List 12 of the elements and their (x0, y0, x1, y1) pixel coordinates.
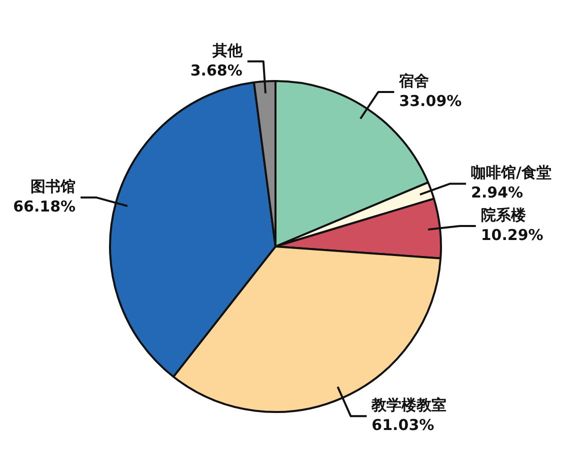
slice-label: 教学楼教室 (370, 396, 447, 414)
slice-label: 院系楼 (480, 206, 527, 224)
slice-label: 宿舍 (398, 72, 430, 90)
slice-label: 其他 (211, 41, 244, 60)
data-label: 66.18% (13, 197, 76, 216)
data-label: 10.29% (480, 226, 544, 244)
data-label: 3.68% (190, 61, 242, 80)
data-label: 33.09% (399, 92, 462, 110)
slice-label: 咖啡馆/食堂 (471, 164, 552, 182)
slice-label: 图书馆 (30, 177, 76, 196)
data-label: 2.94% (471, 184, 524, 202)
data-label: 61.03% (372, 416, 434, 434)
